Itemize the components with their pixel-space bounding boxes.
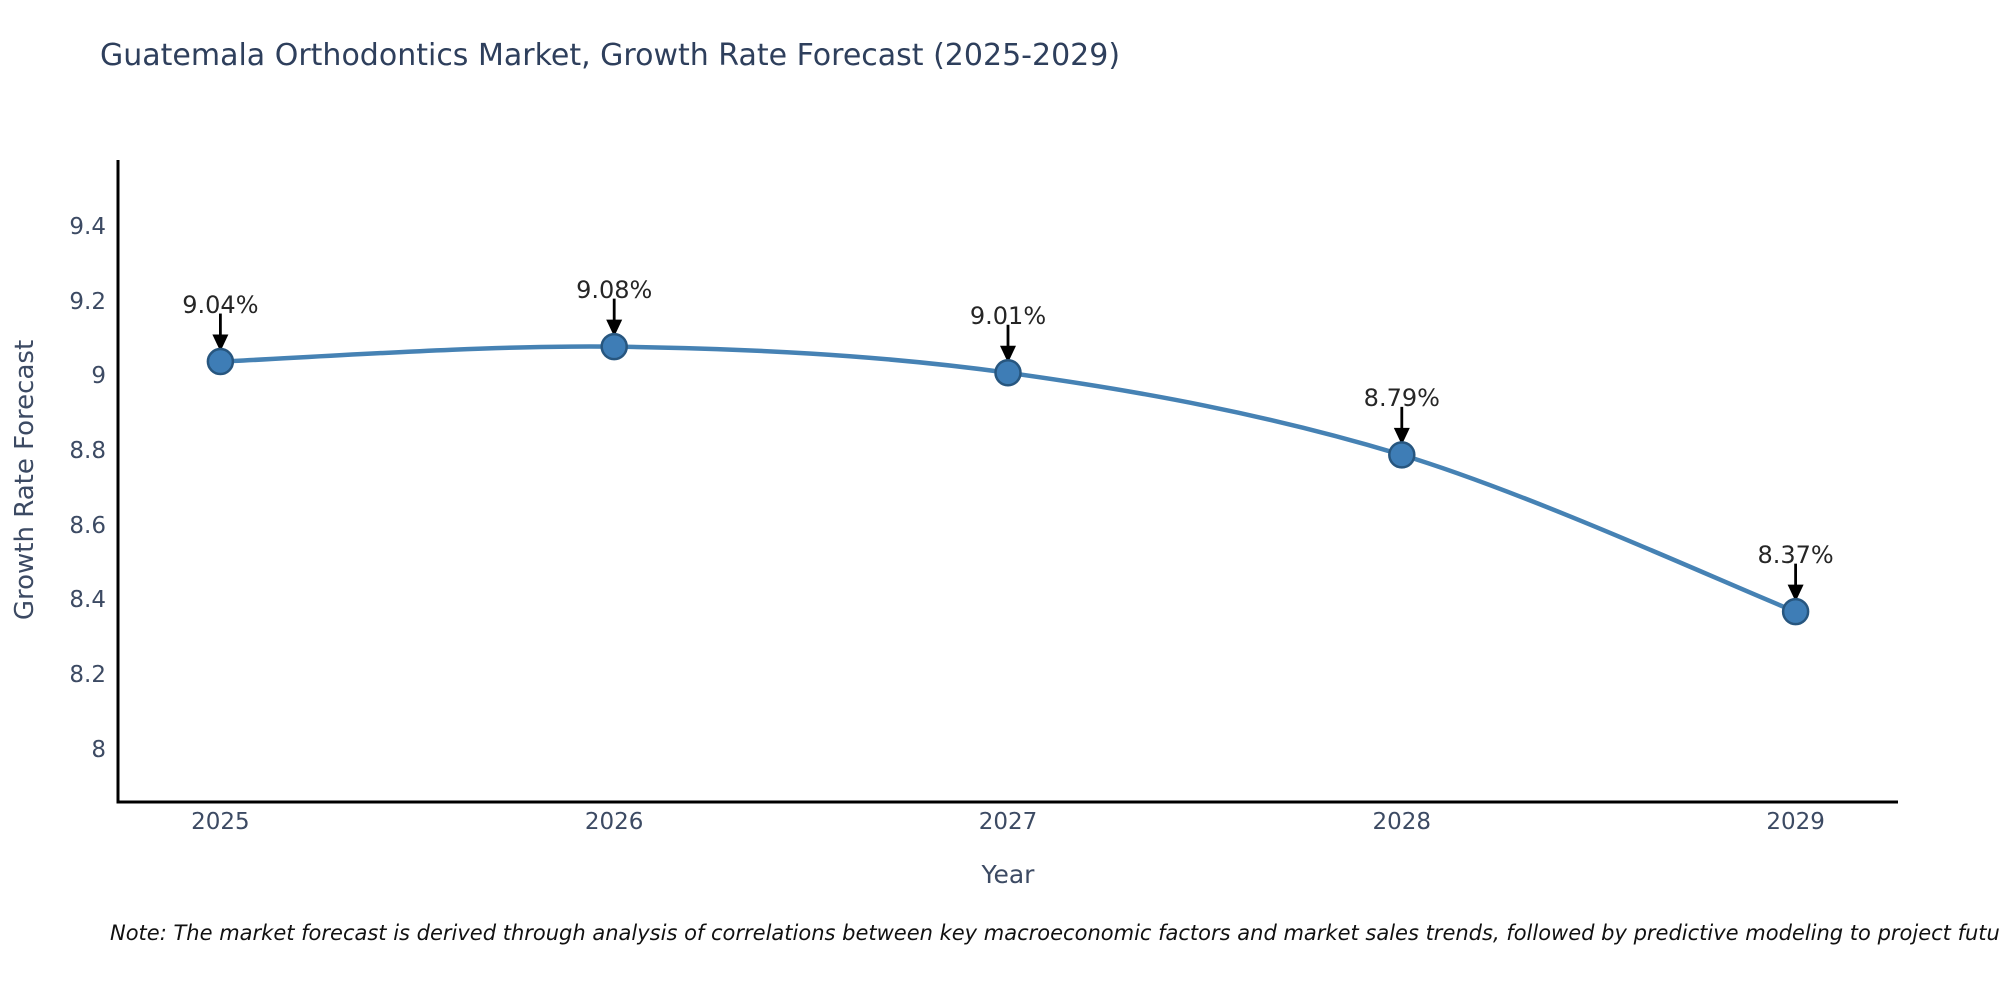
data-point-marker (600, 332, 628, 361)
y-tick-label: 8 (91, 736, 106, 763)
y-tick-label: 8.8 (69, 438, 106, 465)
x-tick-label: 2028 (1372, 809, 1432, 835)
data-point-value-label: 8.37% (1757, 540, 1834, 569)
y-tick-label: 8.6 (69, 512, 106, 539)
annotation-arrow-head (1393, 427, 1410, 445)
data-point-marker (1388, 441, 1416, 469)
data-point-value-label: 9.04% (182, 290, 259, 319)
data-point-value-label: 8.79% (1363, 383, 1440, 412)
y-axis-title: Growth Rate Forecast (10, 339, 40, 621)
chart-title: Guatemala Orthodontics Market, Growth Ra… (100, 38, 1121, 73)
y-tick-label: 9 (91, 363, 106, 390)
data-point-value-label: 9.08% (576, 275, 653, 304)
data-point-marker (1781, 597, 1810, 626)
data-point-marker (994, 359, 1022, 387)
annotation-arrow-head (1000, 345, 1016, 363)
annotation-arrow-head (1787, 584, 1804, 602)
y-tick-label: 9.2 (69, 288, 106, 315)
footnote: Note: The market forecast is derived thr… (110, 921, 2000, 945)
data-point-marker (206, 347, 235, 376)
x-axis-title: Year (981, 860, 1035, 889)
x-tick-label: 2027 (978, 809, 1038, 835)
x-tick-label: 2029 (1766, 809, 1825, 835)
axis-spine (116, 160, 1898, 804)
annotation-arrow-head (212, 334, 229, 352)
y-tick-label: 8.2 (69, 662, 106, 689)
data-point-value-label: 9.01% (969, 301, 1047, 330)
y-tick-label: 9.4 (69, 214, 106, 241)
x-tick-label: 2026 (584, 809, 644, 835)
annotation-arrow-head (606, 319, 623, 337)
x-tick-label: 2025 (191, 809, 250, 835)
y-tick-label: 8.4 (69, 587, 106, 614)
